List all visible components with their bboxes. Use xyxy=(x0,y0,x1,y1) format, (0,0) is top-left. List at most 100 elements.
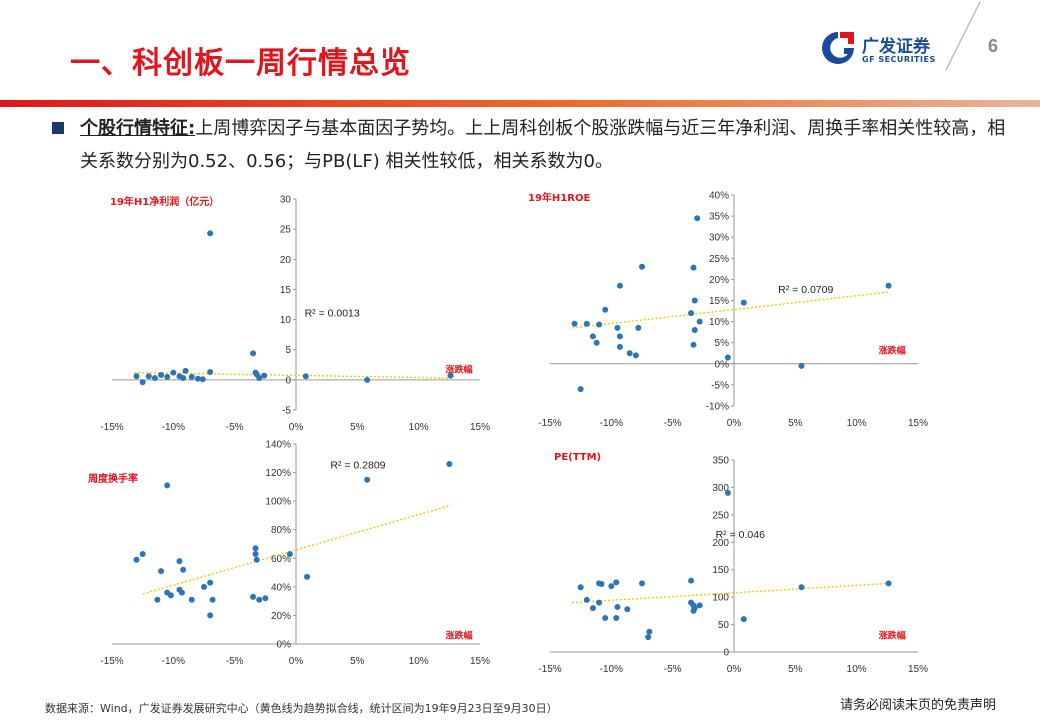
company-logo: 广发证券 GF SECURITIES xyxy=(818,28,948,72)
scatter-point xyxy=(602,306,609,313)
scatter-point xyxy=(596,321,603,328)
scatter-point xyxy=(624,606,631,613)
scatter-point xyxy=(302,373,309,380)
scatter-point xyxy=(261,372,268,379)
scatter-point xyxy=(639,263,645,270)
trend-line xyxy=(142,504,451,595)
x-tick-label: 5% xyxy=(350,422,365,433)
scatter-point xyxy=(182,367,189,374)
x-tick-label: 15% xyxy=(470,656,490,667)
page-title: 一、科创板一周行情总览 xyxy=(70,46,411,81)
scatter-point xyxy=(691,327,698,334)
scatter-point xyxy=(645,634,652,641)
y-tick-label: 250 xyxy=(712,510,729,521)
x-tick-label: 10% xyxy=(409,422,429,433)
x-tick-label: -15% xyxy=(538,664,561,675)
x-axis-title: 涨跌幅 xyxy=(446,364,473,376)
scatter-point xyxy=(589,605,596,612)
scatter-point xyxy=(447,372,454,379)
scatter-point xyxy=(690,264,697,271)
chart-title: PE(TTM) xyxy=(554,452,601,463)
y-tick-label: 140% xyxy=(265,440,291,451)
y-tick-label: 0% xyxy=(277,640,292,651)
x-tick-label: 15% xyxy=(908,418,928,429)
x-tick-label: 10% xyxy=(847,664,867,675)
x-axis-title: 涨跌幅 xyxy=(446,629,473,641)
scatter-point xyxy=(740,299,747,306)
y-tick-label: 30 xyxy=(280,195,292,206)
x-tick-label: 10% xyxy=(409,656,429,667)
logo-english: GF SECURITIES xyxy=(862,55,936,64)
y-tick-label: 40% xyxy=(271,582,291,593)
scatter-point xyxy=(207,579,214,586)
x-tick-label: 5% xyxy=(788,664,803,675)
summary-text: 上周博弈因子与基本面因子势均。上上周科创板个股涨跌幅与近三年净利润、周换手率相关… xyxy=(80,118,1006,172)
scatter-point xyxy=(178,589,185,596)
scatter-point xyxy=(207,612,214,619)
scatter-point xyxy=(262,595,269,602)
scatter-chart-turnover: 0% 20% 40% 60% 80% 100% 120% 140% -15% -10% -5% 0% 5… xyxy=(88,440,490,668)
y-tick-label: 0% xyxy=(715,359,730,370)
x-tick-label: 0% xyxy=(289,422,304,433)
scatter-point xyxy=(577,386,584,393)
scatter-point xyxy=(201,583,207,590)
scatter-point xyxy=(180,375,187,382)
x-tick-label: -15% xyxy=(100,656,123,667)
scatter-point xyxy=(635,324,642,331)
x-tick-label: 10% xyxy=(847,418,867,429)
scatter-point xyxy=(170,369,177,376)
y-tick-label: 25 xyxy=(280,225,292,236)
scatter-point xyxy=(364,476,371,483)
scatter-point xyxy=(252,545,259,552)
x-tick-label: -10% xyxy=(600,664,623,675)
x-tick-label: 0% xyxy=(289,656,304,667)
scatter-point xyxy=(176,558,183,565)
scatter-point xyxy=(446,461,453,467)
scatter-point xyxy=(646,628,653,635)
scatter-point xyxy=(690,607,697,614)
scatter-point xyxy=(602,614,609,621)
data-source-note: 数据来源：Wind，广发证券发展研究中心（黄色线为趋势拟合线，统计区间为19年9… xyxy=(45,702,558,715)
scatter-point xyxy=(583,596,590,603)
scatter-point xyxy=(207,230,214,237)
scatter-chart-pe: 0 50 100 150 200 250 300 350 -15% -10% -5% 0% 5% 10% 1… xyxy=(538,452,928,675)
summary-paragraph: 个股行情特征:上周博弈因子与基本面因子势均。上上周科创板个股涨跌幅与近三年净利润… xyxy=(80,112,1010,178)
y-tick-label: -5% xyxy=(711,380,729,391)
scatter-point xyxy=(577,584,584,591)
summary-highlight: 个股行情特征: xyxy=(80,118,196,139)
scatter-point xyxy=(639,580,645,587)
y-tick-label: 50 xyxy=(718,620,730,631)
bullet-square-icon xyxy=(52,122,64,134)
scatter-point xyxy=(250,350,257,357)
scatter-point xyxy=(252,551,259,557)
x-tick-label: 5% xyxy=(788,418,803,429)
x-tick-label: 0% xyxy=(727,664,742,675)
x-tick-label: -15% xyxy=(100,422,123,433)
scatter-point xyxy=(694,215,701,222)
scatter-chart-net-profit: -5 0 5 10 15 20 25 30 -15% -10% -5% 0% 5% 10% 15% 19年H1… xyxy=(100,195,490,434)
scatter-point xyxy=(613,579,620,586)
y-tick-label: 10 xyxy=(280,315,292,326)
gf-logo-icon xyxy=(822,32,854,64)
r-squared-annotation: R² = 0.046 xyxy=(716,529,765,541)
y-tick-label: -5 xyxy=(282,406,291,417)
scatter-chart-roe: -10% -5% 0% 5% 10% 15% 20% 25% 30% 35% 40% -15% -10%… xyxy=(528,191,928,430)
chart-title: 19年H1ROE xyxy=(528,191,590,204)
scatter-point xyxy=(614,324,621,331)
x-axis-title: 涨跌幅 xyxy=(879,344,906,356)
y-tick-label: 0 xyxy=(723,648,729,659)
scatter-point xyxy=(798,584,805,591)
r-squared-annotation: R² = 0.0013 xyxy=(305,308,360,320)
y-tick-label: 30% xyxy=(709,233,729,244)
scatter-point xyxy=(145,373,152,380)
x-tick-label: 5% xyxy=(350,656,365,667)
page-number: 6 xyxy=(988,36,999,56)
y-tick-label: 100% xyxy=(265,497,291,508)
scatter-point xyxy=(158,568,165,575)
y-tick-label: 60% xyxy=(271,554,291,565)
y-tick-label: 0 xyxy=(285,375,291,386)
y-tick-label: 200 xyxy=(712,538,729,549)
divider-slash xyxy=(945,1,981,71)
scatter-point xyxy=(724,354,731,361)
scatter-point xyxy=(885,282,892,289)
